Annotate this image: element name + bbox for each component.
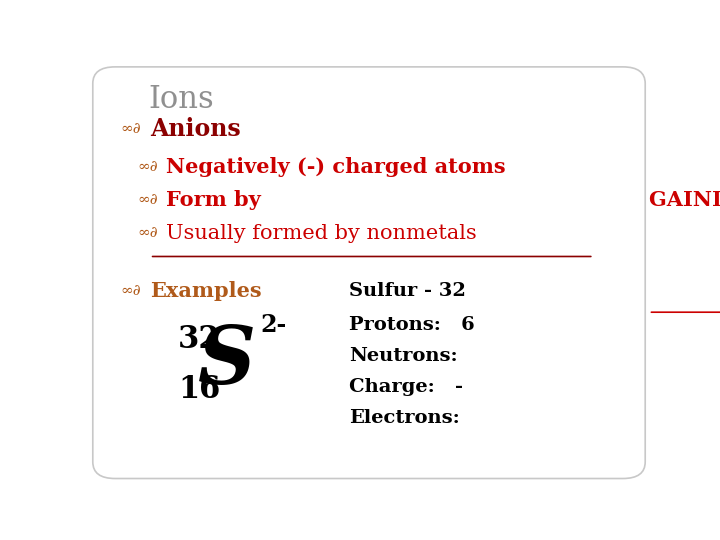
Text: Charge:   -: Charge: -: [349, 378, 464, 396]
Text: ∞∂: ∞∂: [138, 160, 158, 174]
FancyBboxPatch shape: [93, 67, 645, 478]
Text: ∞∂: ∞∂: [121, 122, 141, 136]
Text: ∞∂: ∞∂: [121, 285, 141, 299]
Text: ∞∂: ∞∂: [138, 193, 158, 207]
Text: 32: 32: [178, 323, 221, 355]
Text: Negatively (-) charged atoms: Negatively (-) charged atoms: [166, 157, 506, 177]
Text: ∞∂: ∞∂: [138, 226, 158, 240]
Text: Sulfur - 32: Sulfur - 32: [349, 282, 467, 300]
Text: 2-: 2-: [260, 313, 287, 336]
Text: Ions: Ions: [148, 84, 215, 114]
Text: Form by: Form by: [166, 190, 269, 210]
Text: Examples: Examples: [150, 281, 261, 301]
Text: Protons:   6: Protons: 6: [349, 316, 475, 334]
Text: Anions: Anions: [150, 117, 240, 141]
Text: Neutrons:: Neutrons:: [349, 347, 458, 365]
Text: 16: 16: [178, 374, 220, 406]
Text: Usually formed by nonmetals: Usually formed by nonmetals: [166, 224, 477, 242]
Text: S: S: [198, 323, 256, 401]
Text: Electrons:: Electrons:: [349, 409, 460, 427]
Text: GAINING electrons: GAINING electrons: [649, 190, 720, 210]
